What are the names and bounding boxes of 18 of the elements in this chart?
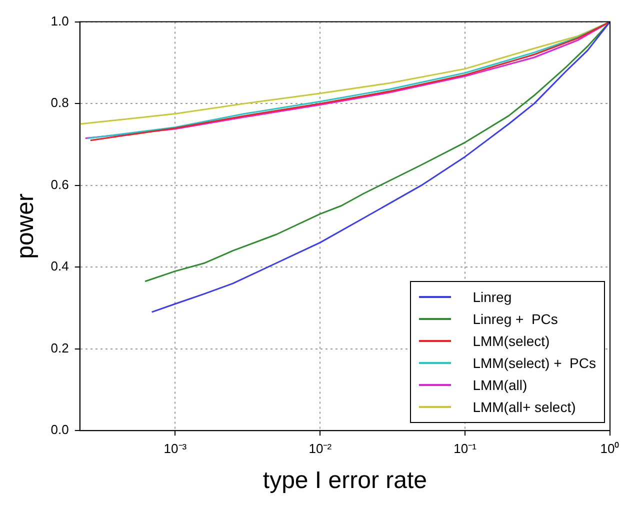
y-tick-label: 0.6 — [50, 176, 69, 192]
y-tick-label: 0.2 — [50, 340, 69, 356]
y-tick-label: 0.8 — [50, 95, 69, 110]
legend-label: Linreg + PCs — [472, 310, 558, 327]
y-tick-label: 1.0 — [50, 13, 69, 28]
y-tick-label: 0.4 — [50, 258, 69, 274]
x-axis-title: type I error rate — [262, 467, 427, 494]
legend-label: LMM(all) — [472, 376, 528, 393]
legend-label: Linreg — [472, 288, 512, 305]
legend-label: LMM(all+ select) — [472, 398, 576, 415]
x-tick-label: 10⁻³ — [164, 440, 188, 456]
legend-label: LMM(select) — [472, 332, 550, 349]
x-tick-label: 10⁻¹ — [454, 440, 478, 456]
x-tick-label: 10⁰ — [600, 440, 620, 456]
y-axis-title: power — [12, 194, 40, 259]
legend-label: LMM(select) + PCs — [472, 354, 596, 371]
y-tick-label: 0.0 — [50, 422, 69, 438]
x-tick-label: 10⁻² — [308, 440, 332, 456]
